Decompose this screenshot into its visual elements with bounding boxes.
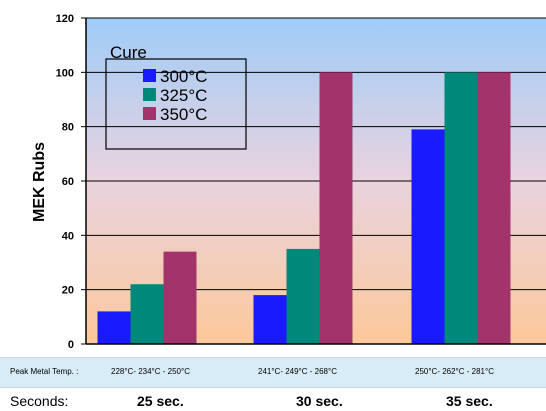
legend-swatch — [143, 107, 156, 120]
y-tick-label: 120 — [56, 13, 74, 25]
bar — [286, 248, 320, 344]
y-axis-label: MEK Rubs — [31, 142, 48, 222]
legend-box — [105, 58, 247, 150]
peak-metal-temp-label: Peak Metal Temp. : — [10, 367, 79, 376]
peak-metal-temp-value: 241°C- 249°C - 268°C — [258, 367, 337, 376]
category-label: 25 sec. — [137, 393, 184, 409]
legend-entry-label: 325°C — [160, 86, 207, 105]
peak-metal-temp-value: 228°C- 234°C - 250°C — [111, 367, 190, 376]
y-tick-label: 40 — [62, 230, 74, 242]
bar — [163, 251, 197, 344]
legend-entry-label: 350°C — [160, 105, 207, 124]
legend-title: Cure — [110, 43, 147, 62]
legend-swatch — [143, 88, 156, 101]
bar — [97, 311, 131, 344]
bar — [477, 72, 511, 344]
y-tick-label: 0 — [68, 339, 74, 351]
legend-entry-label: 300°C — [160, 67, 207, 86]
y-tick-label: 60 — [62, 176, 74, 188]
bars — [97, 72, 511, 344]
y-tick-label: 20 — [62, 285, 74, 297]
chart-plot: 0 20 40 60 80 100 120 MEK Rubs Cure 300°C325°C… — [31, 13, 546, 351]
category-label: 35 sec. — [446, 393, 493, 409]
category-label: 30 sec. — [296, 393, 343, 409]
bar — [444, 72, 478, 344]
bar — [253, 295, 287, 344]
peak-metal-temp-value: 250°C- 262°C - 281°C — [415, 367, 494, 376]
seconds-label: Seconds: — [10, 393, 69, 409]
y-axis: 0 20 40 60 80 100 120 — [56, 13, 546, 351]
bar — [411, 129, 445, 344]
y-tick-label: 80 — [62, 122, 74, 134]
bar — [130, 284, 164, 344]
legend-swatch — [143, 69, 156, 82]
peak-metal-temp-band: Peak Metal Temp. : 228°C- 234°C - 250°C … — [0, 357, 546, 388]
y-tick-label: 100 — [56, 67, 74, 79]
bar — [319, 72, 353, 344]
